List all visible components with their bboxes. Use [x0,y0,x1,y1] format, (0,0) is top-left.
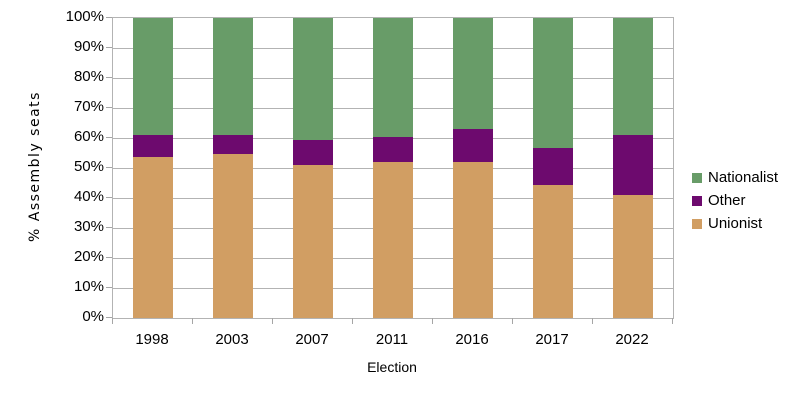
legend-label: Unionist [708,215,763,232]
legend-label: Other [708,192,746,209]
legend: Nationalist Other Unionist [692,170,778,231]
bar-group-2022 [593,18,673,318]
bar-segment-nationalist [133,18,173,135]
bar-segment-unionist [373,162,413,318]
bar-segment-other [613,134,653,195]
legend-item-unionist: Unionist [692,216,778,231]
y-tick-label: 0% [82,308,104,325]
bar-group-2003 [193,18,273,318]
y-tick-mark [106,197,112,198]
y-tick-mark [106,17,112,18]
y-tick-label: 90% [73,38,104,55]
y-tick-mark [106,167,112,168]
bar-segment-other [213,134,253,155]
bar-segment-other [133,134,173,157]
x-tick-mark [512,318,513,324]
bar-group-1998 [113,18,193,318]
x-tick-label: 2022 [615,331,649,348]
x-tick-label: 2007 [295,331,329,348]
x-tick-label: 2011 [375,331,409,348]
bar-stack [533,18,573,318]
bar-stack [613,18,653,318]
bar-group-2017 [513,18,593,318]
bar-segment-nationalist [293,18,333,141]
legend-swatch-other [692,195,702,206]
x-tick-mark [192,318,193,324]
y-tick-label: 60% [73,128,104,145]
legend-label: Nationalist [708,169,779,186]
bar-segment-unionist [213,154,253,318]
bar-segment-nationalist [453,18,493,130]
y-tick-mark [106,47,112,48]
bar-stack [293,18,333,318]
plot-area [112,17,674,319]
bar-segment-nationalist [213,18,253,135]
legend-swatch-unionist [692,218,702,229]
bar-segment-unionist [293,165,333,318]
bar-stack [213,18,253,318]
x-tick-mark [592,318,593,324]
bar-group-2011 [353,18,433,318]
bar-group-2007 [273,18,353,318]
bar-segment-other [453,129,493,163]
y-tick-mark [106,107,112,108]
y-tick-label: 80% [73,68,104,85]
y-tick-label: 100% [65,8,104,25]
bar-group-2016 [433,18,513,318]
y-tick-mark [106,77,112,78]
y-tick-label: 20% [73,248,104,265]
x-axis-title: Election [367,359,417,375]
bar-segment-unionist [133,156,173,318]
bar-segment-unionist [613,194,653,318]
bar-stack [453,18,493,318]
y-tick-mark [106,137,112,138]
bar-segment-nationalist [613,18,653,135]
x-tick-mark [432,318,433,324]
x-tick-label: 2003 [215,331,249,348]
bar-segment-nationalist [373,18,413,138]
bar-segment-other [373,137,413,163]
x-tick-label: 1998 [135,331,169,348]
x-tick-mark [672,318,673,324]
y-tick-mark [106,287,112,288]
y-tick-label: 50% [73,158,104,175]
x-tick-mark [352,318,353,324]
x-tick-label: 2017 [535,331,569,348]
y-tick-mark [106,317,112,318]
y-tick-mark [106,257,112,258]
legend-item-other: Other [692,193,778,208]
bar-segment-other [533,148,573,185]
legend-swatch-nationalist [692,172,702,183]
bar-segment-unionist [453,162,493,318]
bar-segment-unionist [533,184,573,318]
bar-stack [373,18,413,318]
x-tick-mark [112,318,113,324]
legend-item-nationalist: Nationalist [692,170,778,185]
bar-segment-other [293,140,333,166]
y-tick-mark [106,227,112,228]
x-tick-mark [272,318,273,324]
x-tick-label: 2016 [455,331,489,348]
y-tick-label: 40% [73,188,104,205]
y-tick-label: 70% [73,98,104,115]
y-tick-label: 30% [73,218,104,235]
y-tick-label: 10% [73,278,104,295]
bar-stack [133,18,173,318]
bar-segment-nationalist [533,18,573,149]
